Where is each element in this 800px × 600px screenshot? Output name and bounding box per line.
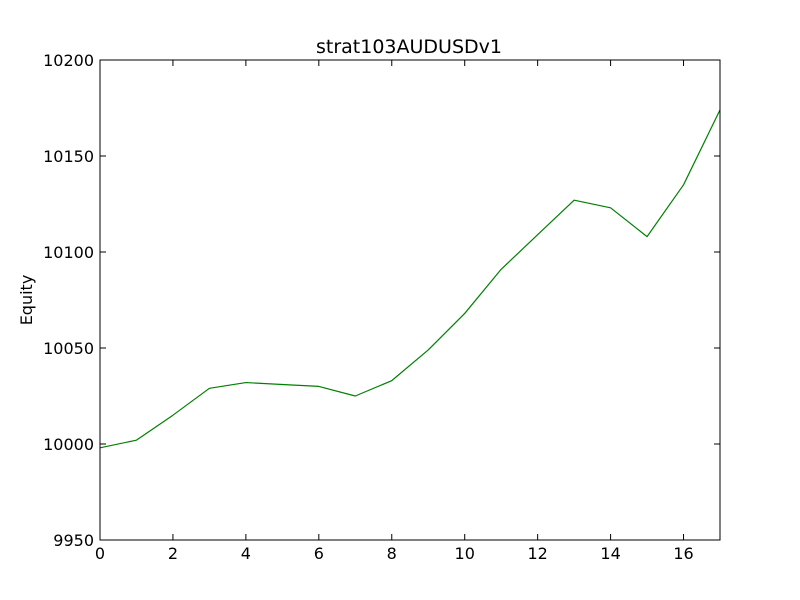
y-tick-label: 10200 bbox=[43, 51, 94, 70]
x-tick-label: 12 bbox=[527, 544, 547, 563]
x-tick-label: 10 bbox=[455, 544, 475, 563]
y-tick-label: 10100 bbox=[43, 243, 94, 262]
y-tick-label: 10150 bbox=[43, 147, 94, 166]
equity-line bbox=[99, 109, 721, 449]
x-tick-label: 2 bbox=[168, 544, 178, 563]
x-tick-label: 6 bbox=[314, 544, 324, 563]
series-group bbox=[99, 109, 721, 449]
y-tick-label: 9950 bbox=[53, 531, 94, 550]
chart-title: strat103AUDUSDv1 bbox=[316, 36, 502, 58]
x-tick-label: 14 bbox=[600, 544, 620, 563]
x-tick-label: 16 bbox=[673, 544, 693, 563]
plot-frame bbox=[99, 59, 721, 541]
x-tick-label: 0 bbox=[95, 544, 105, 563]
y-axis-label: Equity bbox=[17, 275, 36, 326]
axis-ticks: 0 2 4 6 8 10 12 14 16 9950 10000 10050 10100 10150 102… bbox=[43, 51, 720, 563]
y-tick-label: 10000 bbox=[43, 435, 94, 454]
y-tick-label: 10050 bbox=[43, 339, 94, 358]
x-tick-label: 8 bbox=[387, 544, 397, 563]
x-tick-label: 4 bbox=[241, 544, 251, 563]
